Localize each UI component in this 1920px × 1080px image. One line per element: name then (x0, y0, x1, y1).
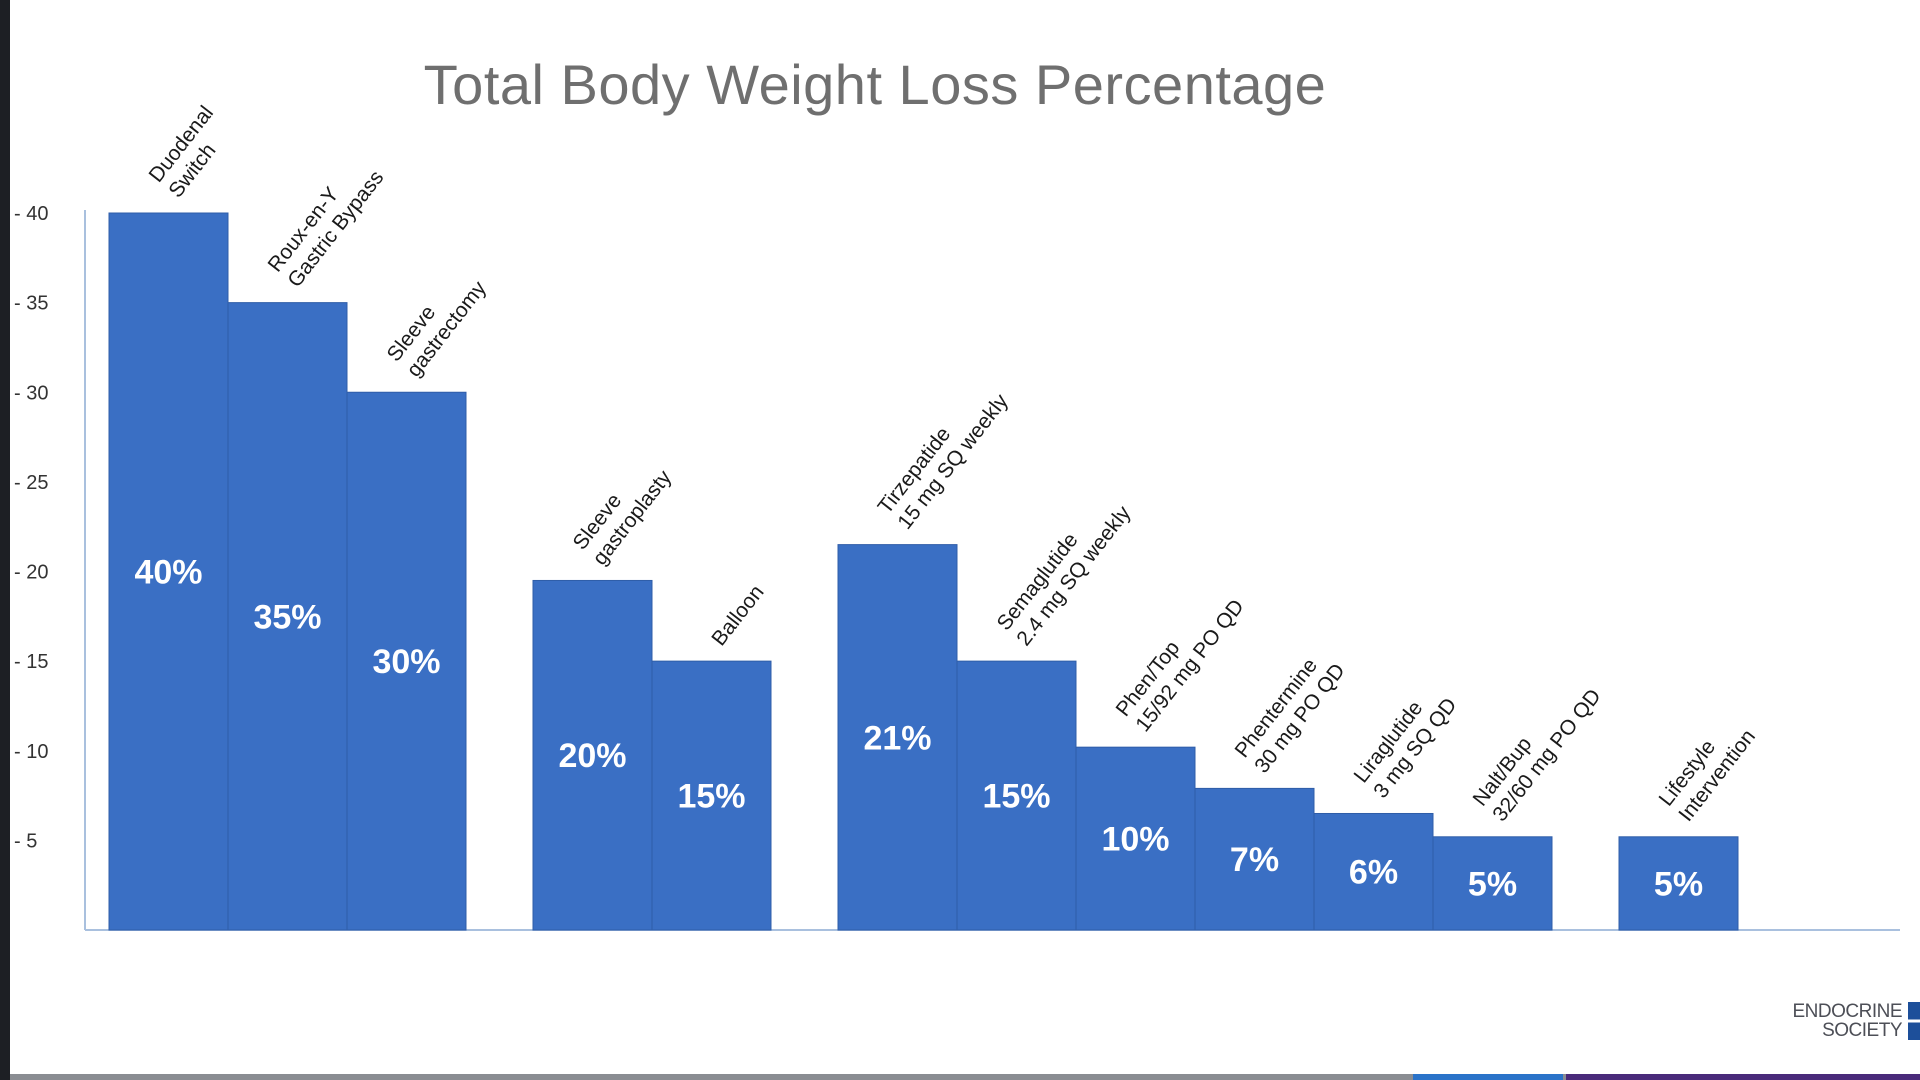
progress-segment-purple (1566, 1074, 1920, 1080)
y-tick-label: - 40 (14, 203, 48, 225)
bar-value-label: 7% (1230, 841, 1279, 879)
bar-value-label: 30% (372, 643, 440, 681)
presentation-progress-strip (10, 1074, 1920, 1080)
y-tick-label: - 30 (14, 382, 48, 404)
bar (1618, 836, 1739, 931)
bar-value-label: 5% (1468, 865, 1517, 903)
bar (956, 660, 1077, 931)
y-tick-label: - 10 (14, 741, 48, 763)
bar-value-label: 15% (982, 778, 1050, 816)
bar-value-label: 40% (134, 554, 202, 592)
y-tick-label: - 15 (14, 651, 48, 673)
category-label-line: Balloon (707, 581, 768, 650)
bar (227, 302, 348, 931)
bar (108, 212, 229, 931)
logo-line-1: ENDOCRINE (1792, 1001, 1902, 1022)
logo-line-2: SOCIETY (1822, 1020, 1902, 1041)
category-label: Balloon (707, 581, 768, 650)
window-left-edge (0, 0, 10, 1080)
bar-value-label: 5% (1654, 865, 1703, 903)
bar (837, 544, 958, 931)
y-tick-label: - 5 (14, 830, 37, 852)
y-tick-label: - 20 (14, 562, 48, 584)
bar (1194, 787, 1315, 931)
progress-segment-blue (1413, 1074, 1563, 1080)
bar-value-label: 10% (1101, 821, 1169, 859)
logo-text: ENDOCRINE SOCIETY (1792, 1002, 1902, 1040)
bar-value-label: 35% (253, 598, 321, 636)
y-tick-label: - 35 (14, 293, 48, 315)
bar (532, 579, 653, 931)
bar (1313, 812, 1434, 931)
bar-value-label: 6% (1349, 854, 1398, 892)
bar (1432, 836, 1553, 931)
bar (1075, 746, 1196, 931)
bar-value-label: 20% (558, 737, 626, 775)
chart-title: Total Body Weight Loss Percentage (423, 53, 1327, 116)
bar (651, 660, 772, 931)
endocrine-society-logo: ENDOCRINE SOCIETY (1774, 1000, 1920, 1044)
bar-value-label: 21% (863, 719, 931, 757)
y-tick-label: - 25 (14, 472, 48, 494)
bar-value-label: 15% (677, 778, 745, 816)
logo-mark-icon (1908, 1002, 1920, 1040)
bar (346, 391, 467, 931)
